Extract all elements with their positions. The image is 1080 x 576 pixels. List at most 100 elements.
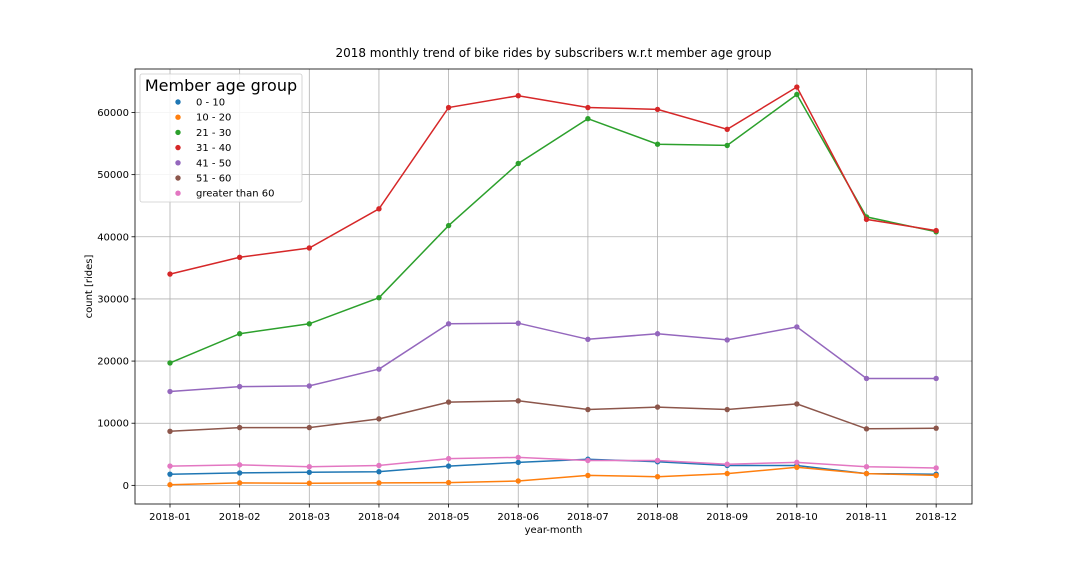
- data-point: [445, 222, 452, 229]
- x-tick-label: 2018-10: [776, 512, 818, 523]
- data-point: [306, 469, 312, 476]
- data-point: [724, 470, 730, 477]
- legend-label: 21 - 30: [196, 128, 231, 139]
- x-tick-label: 2018-09: [706, 512, 748, 523]
- y-axis: 0 10000 20000 30000 40000 50000 60000: [97, 108, 135, 492]
- x-tick-label: 2018-06: [497, 512, 539, 523]
- y-tick-label: 10000: [97, 419, 129, 430]
- y-tick-label: 60000: [97, 108, 129, 119]
- x-tick-label: 2018-07: [567, 512, 609, 523]
- data-point: [585, 116, 591, 122]
- data-point: [167, 388, 173, 395]
- series-line: [169, 93, 937, 364]
- series-5: [167, 398, 939, 434]
- x-tick-label: 2018-05: [428, 512, 470, 523]
- data-point: [933, 465, 939, 471]
- data-point: [724, 406, 730, 413]
- data-point: [376, 462, 382, 469]
- data-point: [236, 254, 243, 260]
- data-point: [236, 470, 243, 476]
- data-point: [515, 398, 521, 404]
- data-point: [167, 463, 173, 469]
- y-tick-label: 50000: [97, 170, 129, 181]
- y-tick-label: 40000: [97, 232, 129, 243]
- data-point: [167, 428, 173, 434]
- series-6: [167, 454, 939, 471]
- data-point: [376, 206, 382, 212]
- data-point: [794, 324, 800, 330]
- x-tick-label: 2018-08: [637, 512, 679, 523]
- data-point: [445, 479, 452, 486]
- legend-label: greater than 60: [196, 189, 275, 200]
- series-lines: [167, 84, 939, 488]
- data-point: [236, 383, 243, 390]
- data-point: [306, 321, 312, 327]
- legend-marker: [175, 190, 181, 196]
- data-point: [445, 455, 452, 462]
- data-point: [933, 227, 939, 234]
- data-point: [236, 462, 243, 468]
- data-point: [724, 461, 730, 467]
- data-point: [794, 464, 800, 471]
- data-point: [654, 141, 661, 147]
- data-point: [515, 93, 521, 99]
- data-point: [376, 294, 382, 301]
- data-point: [445, 321, 452, 327]
- x-tick-label: 2018-03: [288, 512, 330, 523]
- data-point: [306, 424, 312, 431]
- chart-title: 2018 monthly trend of bike rides by subs…: [335, 46, 771, 60]
- legend-label: 31 - 40: [196, 143, 231, 154]
- legend: Member age group 0 - 10 10 - 20 21 - 30 31 -…: [139, 73, 303, 203]
- data-point: [585, 457, 591, 464]
- legend-title: Member age group: [145, 76, 297, 95]
- data-point: [445, 463, 452, 469]
- data-point: [794, 84, 800, 90]
- data-point: [654, 404, 661, 410]
- series-1: [167, 464, 939, 488]
- y-tick-label: 20000: [97, 357, 129, 368]
- data-point: [236, 424, 243, 431]
- data-point: [863, 216, 870, 223]
- series-line: [169, 400, 937, 433]
- data-point: [515, 160, 521, 167]
- series-line: [169, 322, 937, 393]
- data-point: [654, 331, 661, 337]
- legend-marker: [175, 175, 181, 181]
- data-point: [863, 426, 870, 432]
- data-point: [933, 375, 939, 382]
- legend-marker: [175, 99, 181, 105]
- x-axis-label: year-month: [525, 525, 583, 536]
- series-line: [169, 458, 937, 475]
- y-tick-label: 30000: [97, 294, 129, 305]
- data-point: [306, 383, 312, 389]
- series-line: [169, 456, 937, 469]
- data-point: [236, 480, 243, 486]
- legend-marker: [175, 144, 181, 151]
- data-point: [724, 337, 730, 343]
- data-point: [376, 366, 382, 372]
- series-line: [169, 466, 937, 486]
- series-line: [169, 85, 937, 275]
- data-point: [515, 320, 521, 326]
- series-4: [167, 320, 939, 395]
- data-point: [585, 472, 591, 479]
- x-tick-label: 2018-12: [915, 512, 957, 523]
- data-point: [585, 336, 591, 343]
- data-point: [724, 126, 730, 132]
- data-point: [236, 331, 243, 337]
- data-point: [585, 406, 591, 413]
- data-point: [306, 245, 312, 251]
- data-point: [863, 470, 870, 477]
- data-point: [933, 472, 939, 479]
- legend-marker: [175, 160, 181, 166]
- data-point: [654, 473, 661, 480]
- data-point: [794, 91, 800, 98]
- data-point: [585, 104, 591, 111]
- series-3: [167, 84, 939, 277]
- x-tick-label: 2018-11: [846, 512, 888, 523]
- data-point: [376, 480, 382, 486]
- data-point: [515, 454, 521, 461]
- y-tick-label: 0: [123, 481, 129, 492]
- x-tick-label: 2018-02: [219, 512, 261, 523]
